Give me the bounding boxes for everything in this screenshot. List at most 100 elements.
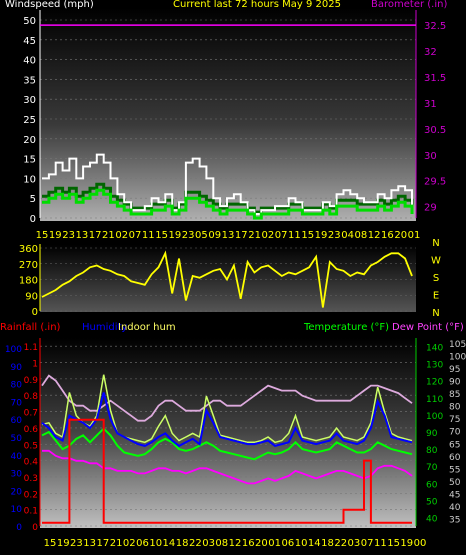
temperature-tick-label: 70	[426, 463, 438, 473]
dewpoint-axis-title: Dew Point (°F)	[392, 322, 464, 333]
rainfall-tick-label: 0.8	[24, 392, 39, 402]
wind-x-tick-label: 07	[275, 230, 288, 241]
climate-x-tick-label: 06	[136, 538, 149, 549]
climate-x-tick-label: 12	[229, 538, 242, 549]
dewpoint-tick-label: 65	[449, 440, 460, 450]
compass-letter: E	[433, 291, 439, 302]
barometer-tick-label: 31	[424, 99, 437, 110]
barometer-tick-label: 31.5	[424, 73, 446, 84]
wind-x-tick-label: 04	[341, 230, 354, 241]
rainfall-tick-label: 0.1	[24, 507, 38, 517]
wind-tick-label: 5	[30, 194, 36, 205]
dewpoint-tick-label: 70	[449, 428, 461, 438]
rainfall-line	[42, 418, 412, 524]
compass-letter: W	[431, 256, 441, 267]
climate-x-tick-label: 01	[268, 538, 281, 549]
dewpoint-tick-label: 60	[449, 453, 461, 463]
dewpoint-tick-label: 50	[449, 478, 461, 488]
temperature-tick-label: 120	[426, 378, 443, 388]
temperature-tick-label: 50	[426, 497, 438, 507]
barometer-tick-label: 32.5	[424, 21, 446, 32]
dewpoint-tick-label: 100	[449, 353, 466, 363]
wind-x-tick-label: 23	[182, 230, 195, 241]
dewpoint-tick-label: 90	[449, 378, 461, 388]
humidity-tick-label: 80	[11, 381, 23, 391]
barometer-tick-label: 29.5	[424, 177, 446, 188]
humidity-tick-label: 70	[11, 398, 23, 408]
wind-x-tick-label: 20	[394, 230, 407, 241]
humidity-tick-label: 40	[11, 452, 23, 462]
dewpoint-tick-label: 45	[449, 490, 460, 500]
wind-tick-label: 15	[23, 155, 36, 166]
humidity-line	[41, 392, 413, 448]
climate-x-tick-label: 07	[361, 538, 374, 549]
rainfall-tick-label: 0.4	[24, 458, 39, 468]
wind-x-tick-label: 15	[301, 230, 314, 241]
climate-x-tick-label: 14	[308, 538, 321, 549]
climate-x-tick-label: 11	[374, 538, 387, 549]
wind-x-tick-label: 11	[142, 230, 155, 241]
axes: 051015202530354045502929.53030.53131.532…	[5, 10, 466, 549]
wind-x-tick-label: 19	[315, 230, 328, 241]
climate-x-tick-label: 06	[281, 538, 294, 549]
wind-x-tick-label: 19	[168, 230, 181, 241]
wind-x-tick-label: 17	[89, 230, 102, 241]
wind-x-tick-label: 09	[208, 230, 221, 241]
dewpoint-tick-label: 55	[449, 465, 460, 475]
humidity-tick-label: 60	[11, 416, 23, 426]
barometer-tick-label: 32	[424, 47, 437, 58]
humidity-tick-label: 50	[11, 434, 23, 444]
barometer-tick-label: 29	[424, 203, 437, 214]
climate-x-tick-label: 10	[295, 538, 308, 549]
climate-x-tick-label: 22	[189, 538, 202, 549]
climate-x-tick-label: 19	[57, 538, 70, 549]
wind-x-tick-label: 16	[381, 230, 394, 241]
wind-tick-label: 25	[23, 115, 36, 126]
wind-average-shadow	[42, 182, 414, 214]
climate-x-tick-label: 23	[70, 538, 83, 549]
wind-axis-title: Windspeed (mph)	[5, 0, 94, 10]
direction-line	[41, 250, 413, 308]
barometer-axis-title: Barometer (.in)	[371, 0, 447, 10]
wind-x-tick-label: 23	[62, 230, 75, 241]
climate-x-tick-label: 19	[400, 538, 413, 549]
wind-x-tick-label: 21	[248, 230, 261, 241]
wind-x-tick-label: 05	[195, 230, 208, 241]
barometer-tick-label: 30.5	[424, 125, 446, 136]
climate-panel-background	[40, 338, 416, 528]
temperature-tick-label: 90	[426, 429, 438, 439]
wind-gust-line	[42, 153, 413, 215]
wind-tick-label: 35	[23, 75, 36, 86]
rainfall-tick-label: 0.5	[24, 441, 38, 451]
climate-x-tick-label: 14	[163, 538, 176, 549]
compass-letter: N	[432, 238, 439, 249]
wind-x-tick-label: 08	[354, 230, 367, 241]
wind-x-tick-label: 15	[36, 230, 49, 241]
wind-x-tick-label: 19	[49, 230, 62, 241]
wind-x-tick-label: 02	[115, 230, 128, 241]
barometer-tick-label: 30	[424, 151, 437, 162]
dewpoint-tick-label: 95	[449, 365, 460, 375]
wind-x-tick-label: 13	[75, 230, 88, 241]
wind-x-tick-label: 07	[129, 230, 142, 241]
wind-tick-label: 30	[23, 95, 36, 106]
dewpoint-tick-label: 35	[449, 515, 460, 525]
humidity-tick-label: 30	[11, 470, 23, 480]
series	[40, 24, 416, 524]
direction-tick-label: 180	[19, 276, 38, 287]
humidity-axis-title: Humidity	[82, 322, 127, 333]
compass-letter: N	[432, 308, 439, 319]
dewpoint-tick-label: 105	[449, 340, 466, 350]
wind-x-tick-label: 12	[368, 230, 381, 241]
indoor-humidity-line	[41, 374, 413, 444]
temperature-tick-label: 100	[426, 412, 443, 422]
temperature-tick-label: 110	[426, 395, 443, 405]
wind-x-tick-label: 21	[102, 230, 115, 241]
wind-tick-label: 0	[30, 214, 36, 225]
wind-tick-label: 20	[23, 135, 36, 146]
rainfall-tick-label: 0.2	[24, 490, 38, 500]
wind-x-tick-label: 02	[261, 230, 274, 241]
wind-tick-label: 45	[23, 36, 36, 47]
direction-tick-label: 90	[25, 291, 38, 302]
